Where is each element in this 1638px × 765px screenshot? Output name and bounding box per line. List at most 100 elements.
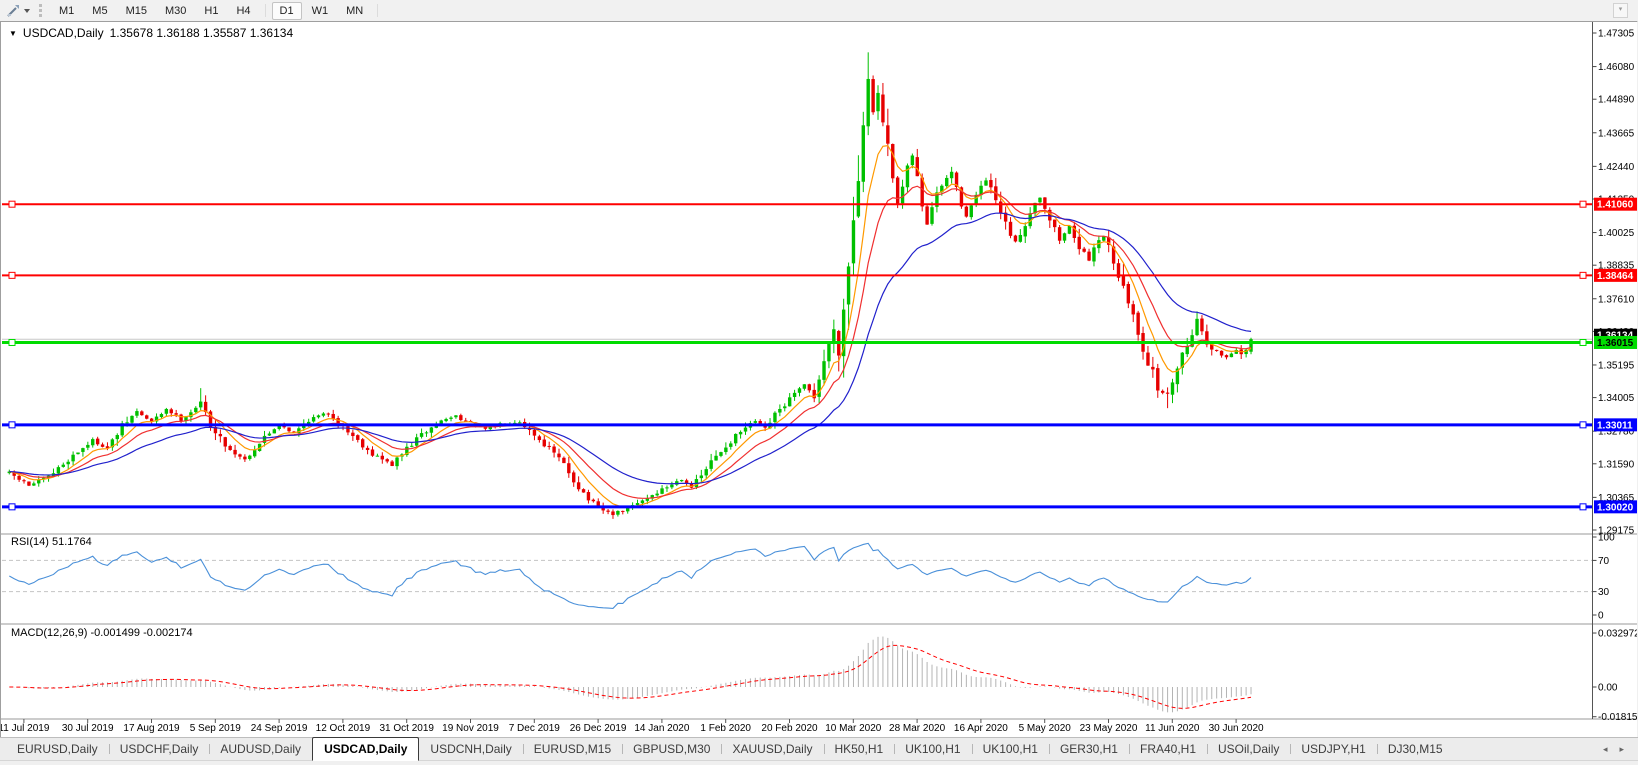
caret-down-icon — [24, 9, 30, 16]
timeframe-button-m15[interactable]: M15 — [125, 4, 147, 17]
line-endpoint-handle[interactable] — [8, 503, 16, 511]
chart-tab-hk50-h1[interactable]: HK50,H1 — [823, 739, 895, 760]
line-endpoint-handle[interactable] — [8, 421, 16, 429]
date-axis-tick-label: 19 Nov 2019 — [442, 723, 499, 734]
date-axis-tick-label: 23 May 2020 — [1080, 723, 1138, 734]
status-bar — [0, 760, 1638, 765]
date-axis-tick-label: 11 Jul 2019 — [1, 723, 50, 734]
candlestick-series — [7, 52, 1253, 519]
chart-tab-usdchf-daily[interactable]: USDCHF,Daily — [108, 739, 210, 760]
chart-tab-audusd-daily[interactable]: AUDUSD,Daily — [209, 739, 312, 760]
svg-text:1.30020: 1.30020 — [1597, 502, 1634, 513]
timeframe-buttons-group: M1 M5 M15 M30 H1 H4 D1 W1 MN — [50, 1, 383, 20]
chart-tab-usoil-daily[interactable]: USOil,Daily — [1207, 739, 1290, 760]
timeframe-button-mn[interactable]: MN — [346, 4, 364, 17]
tab-scroll-left-icon[interactable]: ◂ — [1602, 744, 1608, 754]
price-axis-tick-label: 1.32780 — [1598, 427, 1635, 438]
chart-tabs-list: EURUSD,Daily USDCHF,Daily AUDUSD,Daily USDC… — [0, 737, 1454, 761]
line-endpoint-handle[interactable] — [8, 338, 16, 346]
rsi-indicator-label: RSI(14) 51.1764 — [11, 536, 92, 548]
chart-tab-eurusd-daily[interactable]: EURUSD,Daily — [17, 742, 98, 756]
chart-tab-usdcnh-daily[interactable]: USDCNH,Daily — [430, 742, 512, 756]
price-axis-tick-label: 1.40025 — [1598, 228, 1635, 239]
chart-annotation-tool-button[interactable] — [3, 2, 34, 20]
price-axis-tick-label: 1.43665 — [1598, 128, 1635, 139]
chart-tab-uk100-h1[interactable]: UK100,H1 — [894, 739, 971, 760]
date-axis-tick-label: 30 Jul 2019 — [62, 723, 114, 734]
price-axis-tick-label: 1.34005 — [1598, 393, 1635, 404]
toolbar-grip[interactable] — [39, 4, 42, 17]
chart-tab-eurusd-m15[interactable]: EURUSD,M15 — [522, 739, 622, 760]
macd-signal-line — [9, 644, 1252, 709]
date-axis-tick-label: 17 Aug 2019 — [123, 723, 180, 734]
date-axis-tick-label: 1 Feb 2020 — [700, 723, 751, 734]
rsi-line — [9, 542, 1252, 609]
svg-text:1.33011: 1.33011 — [1597, 420, 1633, 431]
rsi-axis-tick-label: 0 — [1598, 611, 1604, 622]
timeframe-button-d1[interactable]: D1 — [271, 1, 302, 20]
date-axis-tick-label: 28 Mar 2020 — [889, 723, 946, 734]
tab-scroll-controls: ◂ ▸ — [1589, 745, 1638, 760]
timeframe-button-m30[interactable]: M30 — [164, 4, 187, 17]
chart-tab-usdcad-daily[interactable]: USDCAD,Daily — [312, 737, 420, 761]
level-price-chip: 1.38464 — [1594, 268, 1637, 282]
rsi-axis-tick-label: 70 — [1598, 556, 1610, 567]
line-endpoint-handle[interactable] — [1579, 338, 1587, 346]
price-axis-tick-label: 1.38835 — [1598, 261, 1635, 272]
price-axis-tick-label: 1.37610 — [1598, 294, 1635, 305]
svg-text:1.41060: 1.41060 — [1597, 200, 1634, 211]
timeframe-button-m1[interactable]: M1 — [59, 4, 75, 17]
line-endpoint-handle[interactable] — [1579, 271, 1587, 279]
chart-tab-xauusd-daily[interactable]: XAUUSD,Daily — [721, 739, 823, 760]
chart-title-bar: ▼ USDCAD,Daily 1.35678 1.36188 1.35587 1… — [9, 26, 293, 40]
chart-tab-dj30-m15[interactable]: DJ30,M15 — [1376, 739, 1454, 760]
axis-layer: 1.473051.460801.448901.436651.424401.412… — [1, 22, 1637, 734]
chart-symbol-period: USDCAD,Daily — [22, 26, 104, 40]
rsi-axis-tick-label: 100 — [1598, 533, 1615, 544]
date-axis-tick-label: 5 May 2020 — [1019, 723, 1072, 734]
timeframe-button-h1[interactable]: H1 — [204, 4, 219, 17]
level-price-chip: 1.30020 — [1594, 500, 1637, 514]
date-axis-tick-label: 10 Mar 2020 — [825, 723, 882, 734]
level-price-chip: 1.41060 — [1594, 197, 1637, 211]
line-endpoint-handle[interactable] — [1579, 421, 1587, 429]
price-axis-tick-label: 1.30365 — [1598, 493, 1635, 504]
chart-tab-ger30-h1[interactable]: GER30,H1 — [1048, 739, 1129, 760]
timeframe-button-w1[interactable]: W1 — [311, 4, 329, 17]
line-endpoint-handle[interactable] — [8, 200, 16, 208]
chart-tab-fra40-h1[interactable]: FRA40,H1 — [1128, 739, 1207, 760]
price-axis-tick-label: 1.42440 — [1598, 162, 1635, 173]
date-axis-tick-label: 31 Oct 2019 — [379, 723, 434, 734]
timeframe-button-h4[interactable]: H4 — [236, 4, 251, 17]
date-axis-tick-label: 16 Apr 2020 — [954, 723, 1008, 734]
line-endpoint-handle[interactable] — [1579, 503, 1587, 511]
level-price-chip: 1.36015 — [1594, 335, 1637, 349]
collapse-caret-icon[interactable]: ▼ — [9, 28, 17, 38]
date-axis-tick-label: 14 Jan 2020 — [634, 723, 689, 734]
medium-ma-line — [9, 185, 1252, 499]
rsi-pane — [2, 542, 1592, 609]
line-endpoint-handle[interactable] — [1579, 200, 1587, 208]
level-price-chip: 1.33011 — [1594, 418, 1637, 432]
chart-canvas[interactable]: 1.473051.460801.448901.436651.424401.412… — [1, 22, 1637, 735]
chart-ohlc-values: 1.35678 1.36188 1.35587 1.36134 — [109, 26, 294, 40]
svg-text:1.38464: 1.38464 — [1597, 271, 1634, 282]
toolbar-overflow-button[interactable]: ▾ — [1613, 3, 1628, 18]
chart-tab-uk100-h1[interactable]: UK100,H1 — [971, 739, 1049, 760]
chart-tab-usdjpy-h1[interactable]: USDJPY,H1 — [1290, 739, 1376, 760]
svg-text:1.36015: 1.36015 — [1597, 338, 1634, 349]
tab-scroll-right-icon[interactable]: ▸ — [1619, 744, 1624, 754]
timeframe-button-m5[interactable]: M5 — [92, 4, 108, 17]
macd-indicator-label: MACD(12,26,9) -0.001499 -0.002174 — [11, 627, 193, 639]
date-axis-tick-label: 12 Oct 2019 — [316, 723, 371, 734]
macd-axis-tick-label: -0.01815 — [1598, 712, 1637, 723]
chart-annotation-tool-icon — [7, 5, 19, 17]
toolbar-divider — [377, 4, 379, 17]
price-axis-tick-label: 1.31590 — [1598, 459, 1635, 470]
date-axis-tick-label: 5 Sep 2019 — [190, 723, 242, 734]
date-axis-tick-label: 30 Jun 2020 — [1209, 723, 1264, 734]
line-endpoint-handle[interactable] — [8, 271, 16, 279]
chart-tab-gbpusd-m30[interactable]: GBPUSD,M30 — [622, 739, 721, 760]
chart-tabs-bar: EURUSD,Daily USDCHF,Daily AUDUSD,Daily USDC… — [0, 737, 1638, 761]
